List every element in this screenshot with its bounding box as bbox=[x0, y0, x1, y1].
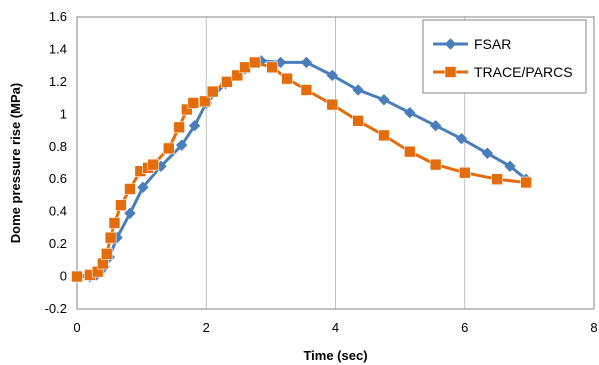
data-point bbox=[326, 98, 339, 111]
data-point bbox=[274, 56, 287, 69]
data-point bbox=[491, 173, 503, 186]
legend-item: TRACE/PARCS bbox=[433, 64, 573, 80]
data-point bbox=[221, 76, 233, 88]
legend: FSAR TRACE/PARCS bbox=[422, 19, 587, 94]
x-tick-label: 2 bbox=[203, 320, 210, 335]
data-point bbox=[300, 84, 313, 96]
y-axis-title: Dome pressure rise (MPa) bbox=[8, 83, 23, 243]
data-point bbox=[481, 147, 494, 159]
x-axis-tick-labels: 0 2 4 6 8 bbox=[73, 320, 597, 335]
y-tick-label: 0.4 bbox=[49, 204, 67, 219]
data-point bbox=[429, 119, 442, 132]
x-tick-label: 4 bbox=[332, 320, 339, 335]
data-point bbox=[175, 139, 188, 151]
data-point bbox=[162, 142, 175, 155]
legend-box bbox=[422, 19, 587, 94]
data-point bbox=[404, 145, 416, 158]
legend-label: FSAR bbox=[474, 36, 511, 52]
data-point bbox=[352, 115, 364, 127]
data-point bbox=[187, 97, 200, 109]
data-point bbox=[352, 84, 364, 96]
y-axis-tick-labels: -0.2 0 0.2 0.4 0.6 0.8 1 1.2 1.4 1.6 bbox=[45, 9, 67, 316]
data-point bbox=[97, 257, 109, 270]
x-tick-label: 0 bbox=[73, 320, 80, 335]
data-point bbox=[266, 61, 278, 74]
data-point bbox=[104, 231, 117, 244]
plot-area-border bbox=[76, 16, 595, 310]
data-point bbox=[429, 158, 442, 171]
y-tick-label: 0.8 bbox=[49, 139, 67, 154]
data-point bbox=[147, 158, 160, 171]
data-point bbox=[404, 107, 416, 119]
data-point bbox=[181, 103, 193, 116]
y-tick-label: 1 bbox=[60, 106, 67, 121]
data-point bbox=[124, 207, 136, 219]
data-point bbox=[199, 95, 211, 108]
x-axis-title: Time (sec) bbox=[303, 348, 367, 363]
data-point bbox=[100, 248, 113, 260]
y-tick-label: -0.2 bbox=[45, 301, 67, 316]
data-point bbox=[281, 72, 293, 85]
y-tick-label: 0 bbox=[60, 269, 67, 284]
legend-item: FSAR bbox=[433, 36, 511, 52]
data-point bbox=[115, 199, 127, 211]
data-point bbox=[248, 56, 261, 69]
data-point bbox=[188, 119, 201, 132]
legend-marker bbox=[444, 66, 457, 78]
legend-marker bbox=[444, 38, 457, 50]
data-series bbox=[71, 55, 532, 283]
data-point bbox=[458, 166, 471, 179]
data-point bbox=[71, 270, 83, 283]
data-point bbox=[206, 85, 219, 98]
data-point bbox=[108, 217, 121, 229]
data-point bbox=[231, 69, 244, 82]
data-point bbox=[326, 69, 338, 82]
y-tick-label: 1.4 bbox=[49, 41, 67, 56]
data-point bbox=[455, 132, 468, 145]
series-trace-parcs bbox=[71, 56, 532, 283]
data-point bbox=[504, 160, 516, 172]
y-tick-label: 1.6 bbox=[49, 9, 67, 24]
data-point bbox=[378, 129, 390, 142]
y-tick-label: 0.6 bbox=[49, 171, 67, 186]
data-point bbox=[137, 181, 149, 194]
y-tick-label: 1.2 bbox=[49, 74, 67, 89]
data-point bbox=[300, 56, 313, 69]
data-point bbox=[239, 61, 251, 74]
data-point bbox=[173, 121, 185, 134]
data-point bbox=[520, 176, 532, 189]
x-tick-label: 6 bbox=[461, 320, 468, 335]
x-tick-label: 8 bbox=[590, 320, 597, 335]
data-point bbox=[378, 94, 390, 106]
y-tick-label: 0.2 bbox=[49, 236, 67, 251]
legend-label: TRACE/PARCS bbox=[474, 64, 573, 80]
data-point bbox=[124, 183, 136, 195]
